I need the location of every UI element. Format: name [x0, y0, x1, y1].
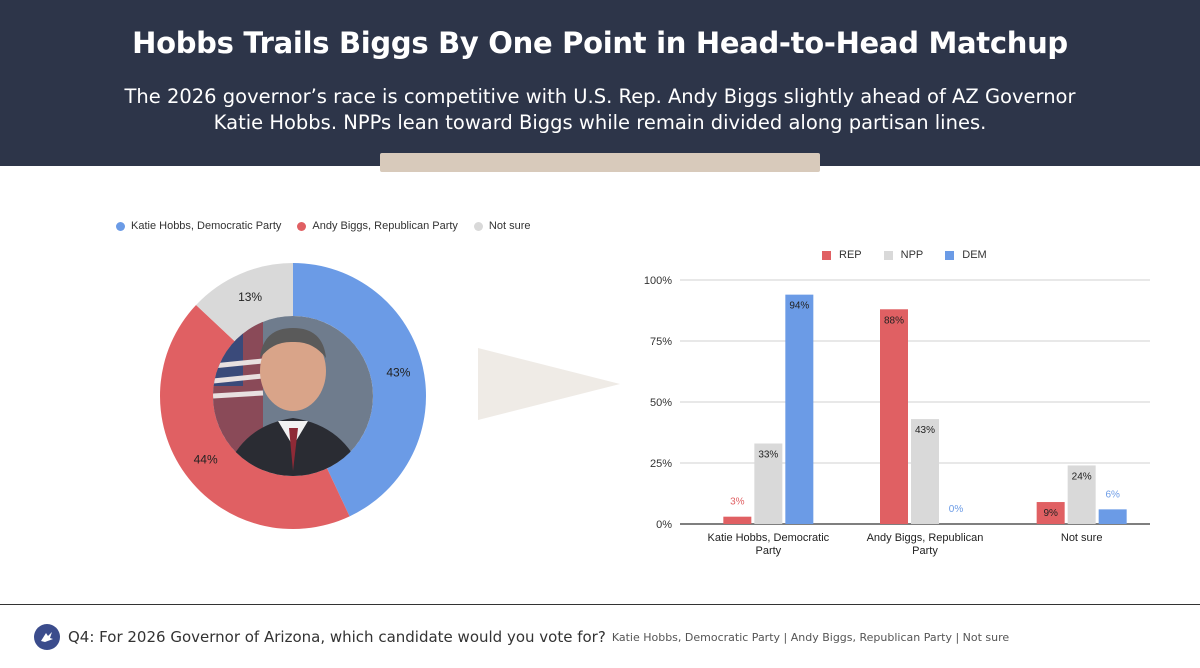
bar-value-label: 33% [758, 449, 778, 460]
bar-npp [1067, 465, 1096, 524]
y-tick-label: 25% [650, 458, 672, 470]
legend-swatch-dem [945, 250, 955, 260]
header-banner: Hobbs Trails Biggs By One Point in Head-… [0, 0, 1200, 166]
bird-logo-icon [34, 624, 60, 650]
bar-npp [754, 443, 783, 524]
accent-bar [380, 153, 820, 172]
bar-rep [880, 309, 908, 524]
legend-item-biggs: Andy Biggs, Republican Party [297, 220, 458, 232]
y-tick-label: 75% [650, 336, 672, 348]
legend-label-dem: DEM [962, 249, 987, 261]
donut-label-hobbs: 43% [386, 365, 410, 379]
legend-item-hobbs: Katie Hobbs, Democratic Party [116, 220, 281, 232]
legend-swatch-not-sure [473, 221, 483, 231]
bar-value-label: 9% [1043, 508, 1058, 519]
legend-label-not-sure: Not sure [488, 220, 531, 232]
legend-label-rep: REP [839, 249, 862, 261]
donut-slice-hobbs [293, 263, 426, 517]
y-tick-label: 0% [656, 519, 672, 531]
donut-legend: Katie Hobbs, Democratic Party Andy Biggs… [116, 220, 547, 232]
bar-value-label: 94% [789, 301, 809, 312]
bar-value-label: 3% [730, 497, 745, 508]
page-subtitle: The 2026 governor’s race is competitive … [124, 85, 1076, 134]
bar-rep [1036, 502, 1065, 524]
legend-swatch-npp [883, 250, 893, 260]
bar-rep [723, 516, 752, 524]
legend-label-hobbs: Katie Hobbs, Democratic Party [131, 220, 282, 232]
legend-label-npp: NPP [900, 249, 924, 261]
bar-chart: 0% 25% 50% 75% 100% 3% 33% 94% Katie Hobbs, Dem… [644, 275, 1150, 557]
page-title: Hobbs Trails Biggs By One Point in Head-… [132, 26, 1068, 60]
y-tick-label: 50% [650, 397, 672, 409]
legend-item-dem: DEM [945, 249, 987, 261]
bar-value-label: 88% [884, 315, 904, 326]
x-category-label: Party [755, 545, 781, 557]
bar-legend: REP NPP DEM [822, 249, 1009, 261]
x-category-label: Katie Hobbs, Democratic [707, 532, 829, 544]
x-category-label: Andy Biggs, Republican [867, 532, 984, 544]
legend-swatch-biggs [297, 221, 307, 231]
legend-item-rep: REP [822, 249, 862, 261]
bar-value-label: 6% [1105, 489, 1120, 500]
footer-question: Q4: For 2026 Governor of Arizona, which … [68, 628, 606, 646]
legend-swatch-hobbs [116, 221, 125, 231]
bar-value-label: 0% [949, 504, 964, 515]
footer-options: Katie Hobbs, Democratic Party | Andy Big… [611, 630, 1010, 644]
footer: Q4: For 2026 Governor of Arizona, which … [34, 624, 1009, 650]
legend-label-biggs: Andy Biggs, Republican Party [312, 220, 458, 232]
arrow-shape [478, 348, 620, 420]
footer-divider [0, 604, 1200, 605]
donut-slice-not-sure [196, 263, 293, 342]
y-tick-label: 100% [644, 275, 672, 287]
legend-item-npp: NPP [883, 249, 924, 261]
x-category-label: Not sure [1061, 532, 1103, 544]
donut-slice-biggs [159, 304, 350, 529]
bar-value-label: 24% [1072, 471, 1092, 482]
bar-value-label: 43% [915, 425, 935, 436]
legend-item-not-sure: Not sure [473, 220, 531, 232]
legend-swatch-rep [822, 250, 831, 260]
donut-label-biggs: 44% [194, 452, 218, 466]
bar-dem [785, 294, 814, 524]
x-category-label: Party [912, 545, 938, 557]
bar-npp [911, 419, 939, 524]
donut-chart: 43% 44% 13% [159, 263, 426, 529]
donut-label-not-sure: 13% [238, 290, 262, 304]
bar-dem [1098, 509, 1127, 524]
